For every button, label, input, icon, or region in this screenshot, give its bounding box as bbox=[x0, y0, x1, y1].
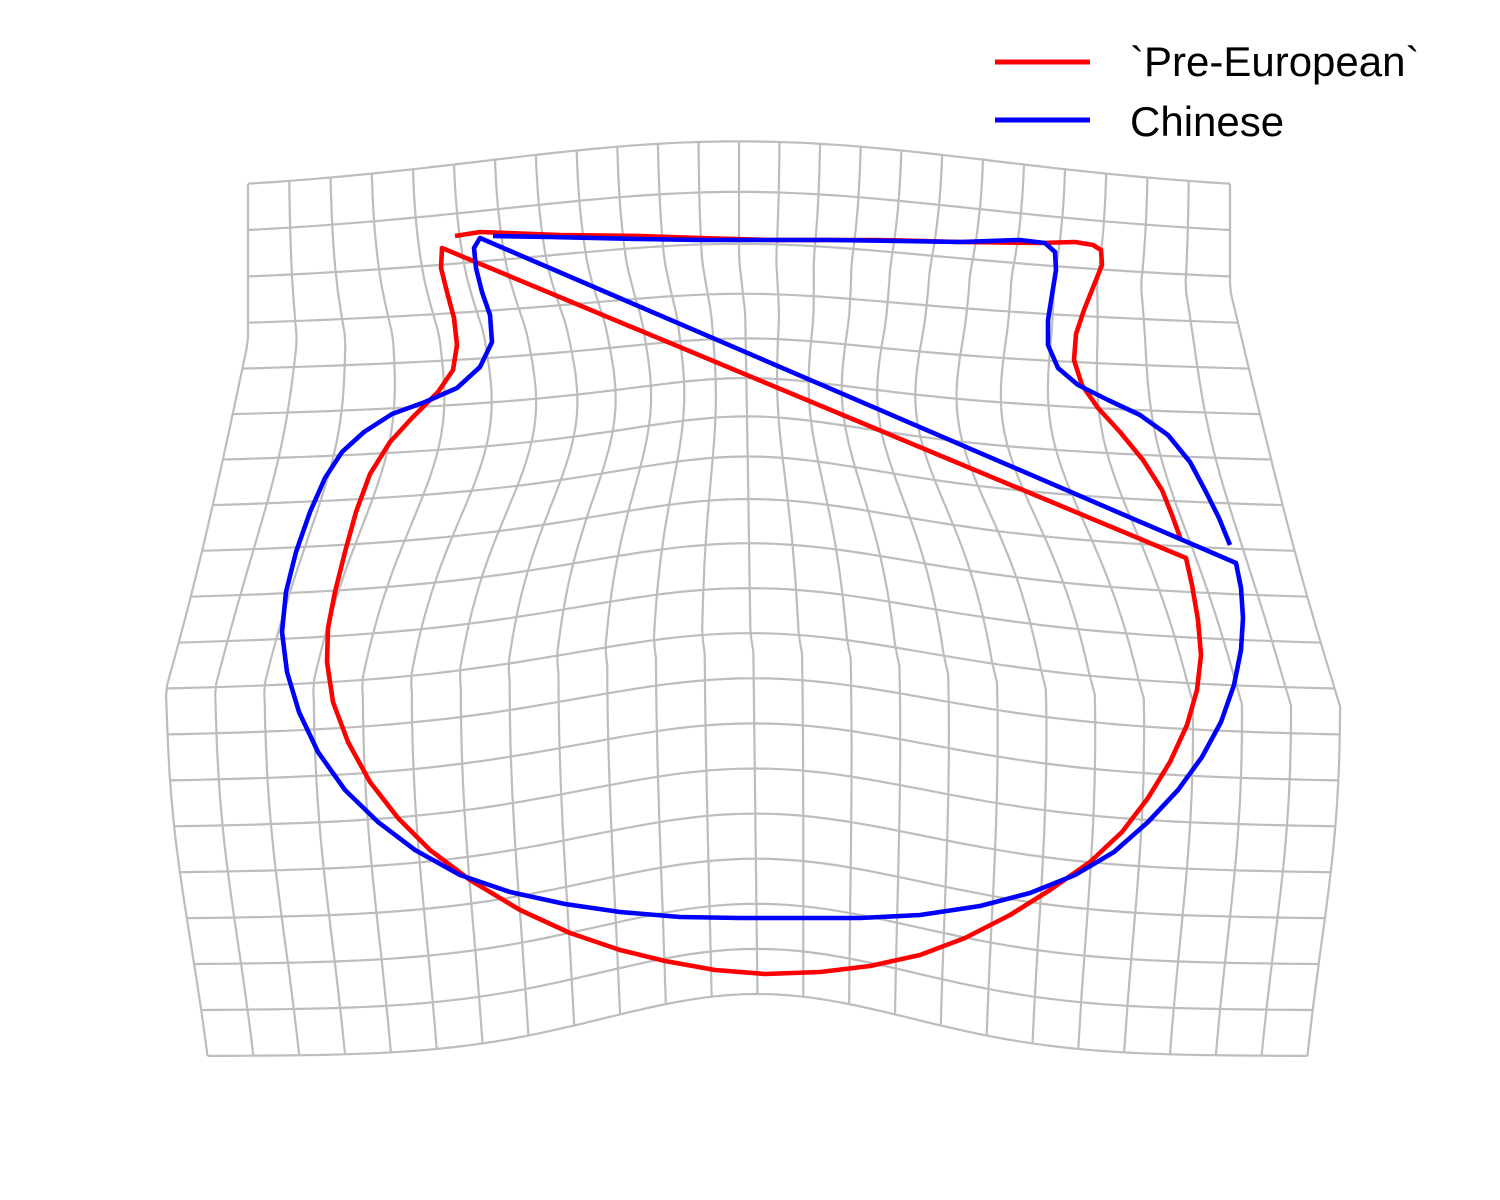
grid-line-horizontal bbox=[222, 415, 1272, 461]
grid-line-vertical bbox=[914, 154, 999, 1036]
grid-line-vertical bbox=[410, 164, 493, 1049]
grid-line-vertical bbox=[840, 146, 902, 1015]
grid-line-vertical bbox=[556, 150, 617, 1026]
grid-line-vertical bbox=[652, 143, 686, 1005]
grid-line-horizontal bbox=[166, 632, 1335, 690]
grid-line-vertical bbox=[1228, 183, 1342, 1057]
grid-line-vertical bbox=[263, 177, 347, 1056]
grid-line-vertical bbox=[459, 159, 538, 1044]
grid-line-vertical bbox=[312, 173, 396, 1055]
legend-entry-pre-european: `Pre-European` bbox=[995, 38, 1419, 85]
grid-line-vertical bbox=[604, 146, 653, 1015]
grid-line-horizontal bbox=[179, 812, 1331, 874]
grid-line-vertical bbox=[361, 169, 446, 1053]
grid-line-horizontal bbox=[167, 677, 1340, 736]
legend-entry-chinese: Chinese bbox=[995, 98, 1284, 145]
legend: `Pre-European` Chinese bbox=[995, 38, 1419, 145]
grid-line-horizontal bbox=[242, 337, 1249, 370]
grid-line-vertical bbox=[165, 183, 250, 1057]
grid-line-vertical bbox=[999, 164, 1097, 1049]
grid-line-vertical bbox=[1095, 173, 1195, 1055]
shape-outlines bbox=[279, 229, 1246, 977]
grid-line-vertical bbox=[737, 141, 759, 995]
grid-line-horizontal bbox=[186, 857, 1325, 920]
grid-line-vertical bbox=[697, 141, 718, 997]
grid-line-horizontal bbox=[190, 542, 1308, 598]
grid-line-vertical bbox=[214, 180, 298, 1056]
grid-line-vertical bbox=[507, 154, 579, 1036]
grid-line-horizontal bbox=[232, 377, 1261, 416]
grid-line-vertical bbox=[876, 150, 951, 1026]
grid-line-vertical bbox=[955, 159, 1048, 1044]
legend-label-pre-european: `Pre-European` bbox=[1130, 38, 1419, 85]
grid-line-horizontal bbox=[247, 140, 1231, 185]
grid-line-horizontal bbox=[178, 586, 1321, 644]
grid-line-horizontal bbox=[194, 902, 1319, 966]
grid-line-horizontal bbox=[247, 292, 1238, 324]
legend-label-chinese: Chinese bbox=[1130, 98, 1284, 145]
grid-line-vertical bbox=[1184, 180, 1293, 1056]
grid-line-horizontal bbox=[174, 767, 1336, 828]
grid-line-vertical bbox=[807, 143, 853, 1005]
outline-chinese bbox=[279, 233, 1246, 921]
deformation-grid bbox=[165, 140, 1342, 1058]
grid-line-horizontal bbox=[247, 190, 1231, 232]
grid-line-horizontal bbox=[201, 947, 1313, 1012]
grid-line-vertical bbox=[775, 141, 805, 997]
grid-line-horizontal bbox=[207, 992, 1308, 1058]
grid-line-vertical bbox=[1046, 169, 1146, 1053]
grid-line-vertical bbox=[1140, 177, 1244, 1056]
grid-line-horizontal bbox=[202, 497, 1295, 552]
